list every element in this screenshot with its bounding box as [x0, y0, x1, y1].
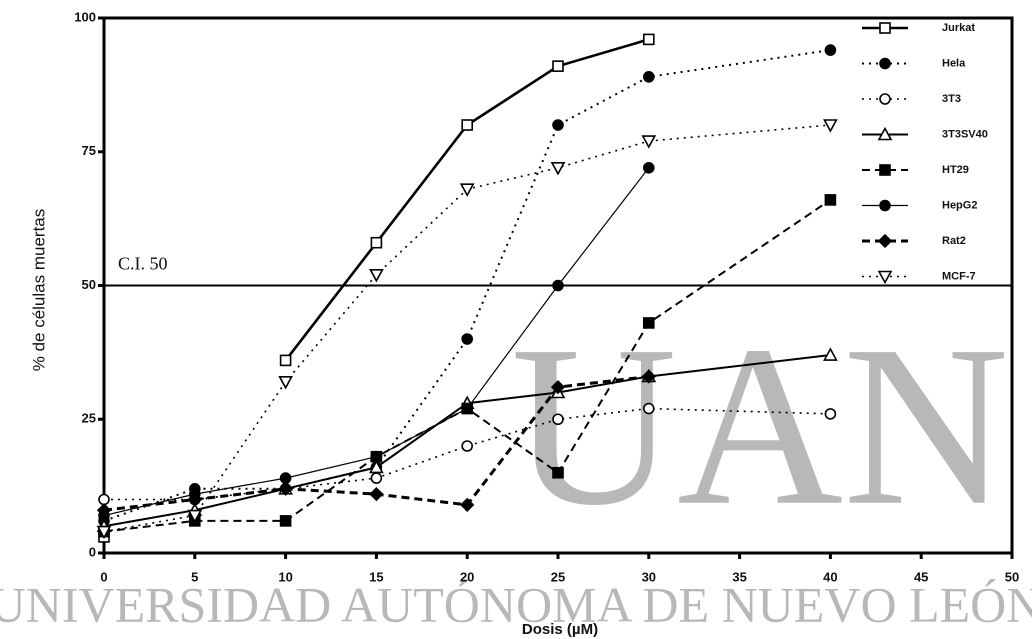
data-point	[281, 516, 291, 526]
y-tick-label: 25	[82, 411, 96, 426]
data-point	[552, 163, 564, 174]
legend-marker	[880, 94, 890, 104]
data-point	[280, 377, 292, 388]
data-point	[644, 318, 654, 328]
data-point	[644, 404, 654, 414]
legend-marker	[880, 59, 890, 69]
y-tick-label: 75	[82, 143, 96, 158]
x-tick-label: 50	[1005, 569, 1019, 584]
data-point	[825, 45, 835, 55]
x-tick-label: 15	[369, 569, 383, 584]
x-tick-label: 30	[642, 569, 656, 584]
y-tick-label: 50	[82, 277, 96, 292]
x-tick-label: 5	[191, 569, 198, 584]
legend-label: 3T3SV40	[942, 128, 988, 140]
legend-marker	[880, 23, 890, 33]
data-point	[281, 473, 291, 483]
x-tick-label: 45	[914, 569, 928, 584]
y-axis-label: % de células muertas	[29, 209, 48, 372]
legend-label: MCF-7	[942, 270, 976, 282]
watermark-logo: UAN	[511, 298, 1009, 553]
data-point	[370, 488, 382, 500]
x-tick-label: 10	[278, 569, 292, 584]
data-point	[553, 281, 563, 291]
data-point	[553, 120, 563, 130]
data-point	[644, 163, 654, 173]
watermark-text: UNIVERSIDAD AUTÓNOMA DE NUEVO LEÓN	[0, 576, 1032, 632]
data-point	[825, 195, 835, 205]
x-axis-label: Dosis (µM)	[522, 621, 598, 638]
x-tick-label: 25	[551, 569, 565, 584]
legend-label: Rat2	[942, 235, 966, 247]
data-point	[370, 270, 382, 281]
data-point	[644, 34, 654, 44]
legend-label: Hela	[942, 57, 966, 69]
data-point	[462, 120, 472, 130]
data-point	[553, 414, 563, 424]
x-tick-label: 0	[100, 569, 107, 584]
data-point	[281, 355, 291, 365]
reference-label: C.I. 50	[118, 254, 168, 274]
legend-label: HepG2	[942, 199, 977, 211]
legend-label: 3T3	[942, 93, 961, 105]
data-point	[825, 409, 835, 419]
data-point	[371, 238, 381, 248]
data-point	[553, 468, 563, 478]
data-point	[824, 120, 836, 131]
data-point	[462, 404, 472, 414]
x-tick-label: 40	[823, 569, 837, 584]
legend-marker	[880, 165, 890, 175]
legend-marker	[880, 201, 890, 211]
y-tick-label: 100	[74, 9, 96, 24]
data-point	[462, 334, 472, 344]
data-point	[371, 452, 381, 462]
page: {"watermark": {"text": "UNIVERSIDAD AUTÓ…	[0, 0, 1032, 639]
y-tick-label: 0	[89, 544, 96, 559]
data-point	[99, 495, 109, 505]
data-point	[462, 441, 472, 451]
data-point	[643, 136, 655, 147]
x-tick-label: 20	[460, 569, 474, 584]
legend-marker	[879, 235, 891, 247]
legend-marker	[879, 272, 891, 283]
legend-label: HT29	[942, 164, 969, 176]
data-point	[553, 61, 563, 71]
chart: UNIVERSIDAD AUTÓNOMA DE NUEVO LEÓN UAN D…	[0, 0, 1032, 639]
data-point	[644, 72, 654, 82]
x-tick-label: 35	[732, 569, 746, 584]
legend-label: Jurkat	[942, 22, 975, 34]
data-point	[371, 473, 381, 483]
